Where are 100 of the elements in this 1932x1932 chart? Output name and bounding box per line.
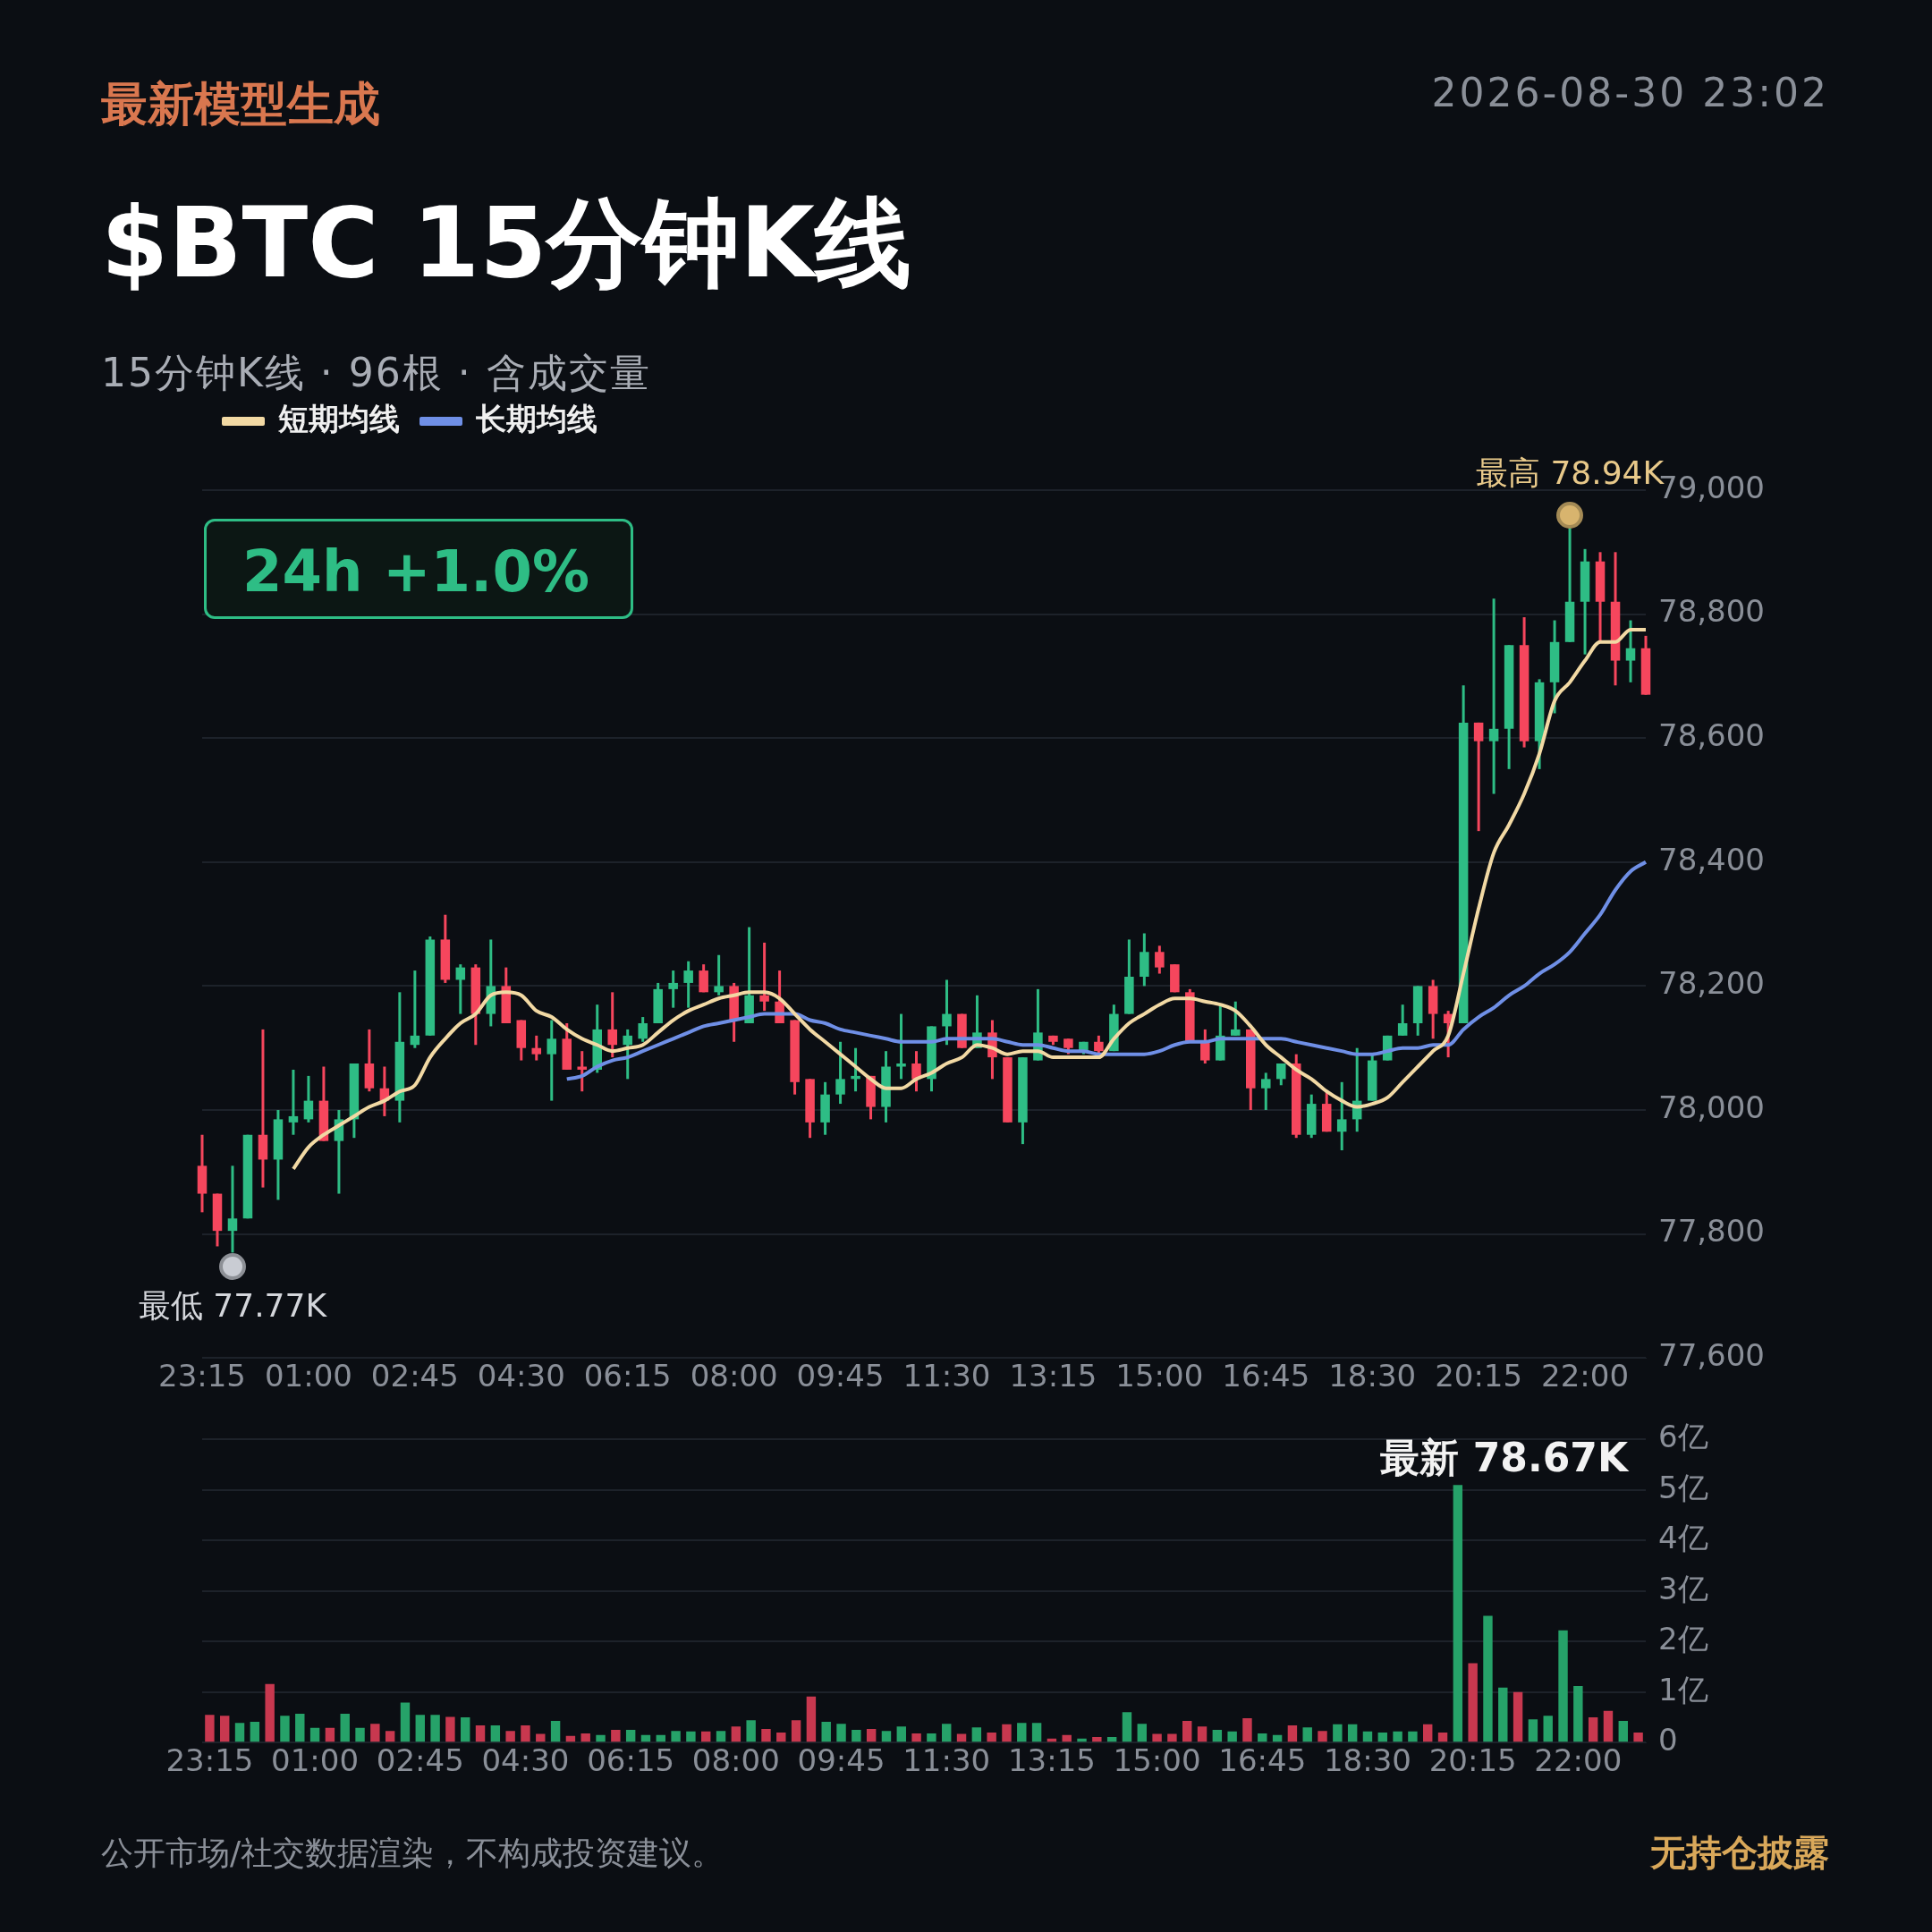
y-tick-label: 5亿: [1658, 1469, 1708, 1505]
line-series: [564, 860, 1648, 1081]
bar: [1408, 1731, 1418, 1742]
bar: [896, 1726, 906, 1742]
bar: [1062, 1734, 1072, 1742]
bar: [1258, 1733, 1267, 1742]
candlestick: [942, 979, 952, 1046]
bar: [415, 1715, 425, 1742]
text: 公开市场/社交数据渲染，不构成投资建议。: [101, 1834, 724, 1873]
bar: [596, 1734, 606, 1742]
bar: [475, 1725, 486, 1742]
bar: [1227, 1731, 1237, 1742]
candlestick: [1155, 945, 1165, 974]
bar: [1302, 1727, 1312, 1742]
y-tick-label: 2亿: [1658, 1621, 1708, 1657]
candlestick: [1473, 721, 1484, 833]
candlestick: [714, 954, 724, 996]
candlestick: [577, 1051, 587, 1093]
bar: [355, 1727, 365, 1742]
line-series: [291, 627, 1648, 1171]
bar: [971, 1727, 982, 1742]
bar: [716, 1731, 726, 1742]
y-tick-label: 0: [1658, 1722, 1678, 1758]
bar: [234, 1723, 245, 1742]
x-tick-label: 01:00: [264, 1358, 352, 1394]
bar: [1017, 1723, 1027, 1742]
bar: [1423, 1724, 1433, 1742]
bar: [1272, 1734, 1283, 1742]
bar: [325, 1727, 335, 1742]
bar: [701, 1731, 711, 1742]
y-tick-label: 3亿: [1658, 1570, 1708, 1606]
bar: [640, 1734, 651, 1742]
bar: [1106, 1736, 1117, 1742]
bar: [625, 1730, 636, 1742]
bar: [761, 1728, 771, 1742]
legend-label: 长期均线: [475, 400, 597, 436]
bar: [1437, 1732, 1448, 1742]
x-tick-label: 18:30: [1328, 1358, 1417, 1394]
bar: [505, 1731, 515, 1742]
bar: [1377, 1732, 1387, 1742]
bar: [1137, 1724, 1147, 1742]
x-tick-label: 06:15: [587, 1742, 675, 1779]
chart-title: $BTC 15分钟K线: [101, 186, 911, 301]
candlestick: [683, 961, 693, 1008]
y-tick-label: 4亿: [1658, 1520, 1708, 1556]
bar: [1633, 1732, 1643, 1742]
bar: [1333, 1724, 1343, 1742]
bar: [550, 1720, 561, 1742]
bar: [400, 1702, 411, 1742]
bar: [821, 1722, 831, 1742]
bar: [461, 1716, 470, 1742]
candlestick: [227, 1165, 238, 1253]
x-tick-label: 08:00: [691, 1742, 780, 1779]
bar: [1362, 1731, 1373, 1742]
x-tick-label: 20:15: [1428, 1742, 1517, 1779]
bar: [250, 1722, 260, 1742]
x-tick-label: 13:15: [1007, 1742, 1096, 1779]
candlestick: [1275, 1063, 1286, 1086]
candlestick: [623, 1028, 632, 1080]
bar: [580, 1733, 590, 1742]
chart-subtitle: 15分钟K线 · 96根 · 含成交量: [101, 349, 651, 397]
y-tick-label: 6亿: [1658, 1419, 1708, 1455]
x-tick-label: 02:45: [370, 1358, 459, 1394]
bar: [385, 1731, 395, 1742]
x-tick-label: 16:45: [1218, 1742, 1307, 1779]
bar: [340, 1714, 350, 1742]
bar: [866, 1728, 877, 1742]
candlestick: [531, 1034, 542, 1061]
y-tick-label: 78,400: [1658, 841, 1765, 877]
bar: [911, 1733, 921, 1742]
x-tick-label: 08:00: [690, 1358, 778, 1394]
bar: [490, 1725, 501, 1742]
candlestick: [288, 1068, 299, 1135]
bar: [1468, 1663, 1478, 1742]
bar: [220, 1716, 230, 1742]
bar: [1618, 1720, 1628, 1742]
bar: [1453, 1485, 1463, 1742]
y-tick-label: 78,200: [1658, 965, 1765, 1002]
bar: [1588, 1716, 1598, 1742]
bar: [1152, 1733, 1162, 1742]
bar: [656, 1734, 665, 1742]
candlestick: [547, 1020, 557, 1101]
bar: [987, 1732, 996, 1742]
y-tick-label: 77,600: [1658, 1337, 1765, 1374]
legend-label: 短期均线: [277, 400, 400, 436]
bar: [1002, 1724, 1012, 1742]
bar: [1498, 1687, 1508, 1742]
bar: [280, 1716, 290, 1742]
x-tick-label: 16:45: [1222, 1358, 1310, 1394]
bar: [942, 1724, 952, 1742]
candlestick: [759, 941, 769, 1013]
y-tick-label: 78,800: [1658, 593, 1765, 630]
x-tick-label: 09:45: [796, 1358, 885, 1394]
x-tick-label: 04:30: [481, 1742, 570, 1779]
bar: [1573, 1685, 1583, 1742]
x-tick-label: 01:00: [271, 1742, 360, 1779]
bar: [671, 1731, 681, 1742]
bar: [1483, 1615, 1493, 1742]
bar: [1603, 1710, 1614, 1742]
bar: [565, 1735, 576, 1742]
